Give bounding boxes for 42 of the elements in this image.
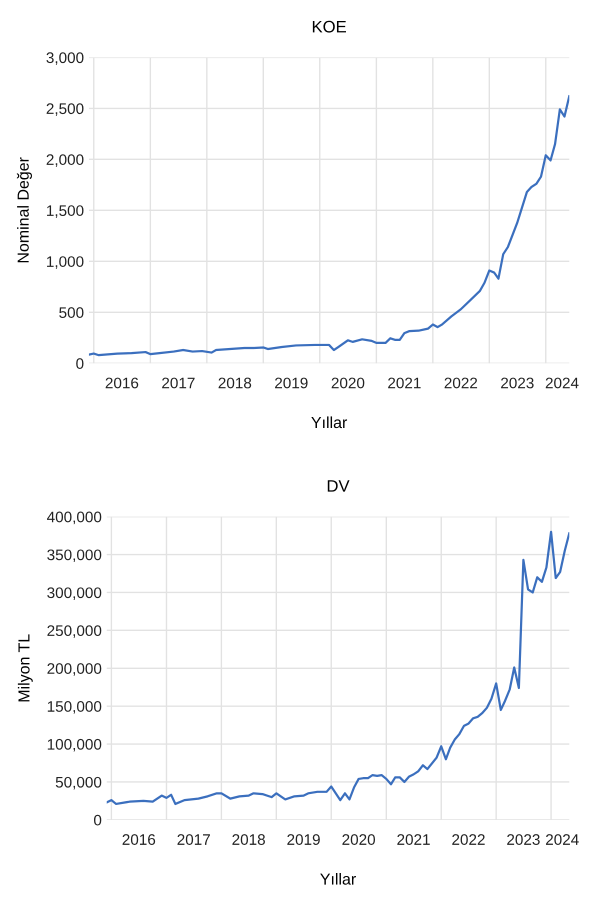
y-tick-label: 100,000 — [48, 738, 102, 752]
x-tick-label: 2021 — [388, 378, 421, 388]
x-tick-label: 2018 — [232, 834, 265, 845]
x-tick-label: 2024 — [546, 378, 579, 388]
chart-title: KOE — [312, 20, 346, 33]
x-tick-label: 2019 — [287, 834, 320, 845]
y-tick-label: 200,000 — [47, 663, 102, 676]
x-tick-label: 2020 — [332, 378, 364, 388]
y-axis-title: Nominal Değer — [16, 157, 32, 262]
x-tick-label: 2019 — [275, 378, 308, 388]
x-tick-label: 2020 — [342, 834, 376, 845]
x-tick-label: 2016 — [122, 834, 156, 845]
x-tick-label: 2023 — [507, 834, 540, 845]
y-tick-label: 1,500 — [47, 205, 84, 218]
y-tick-label: 2,000 — [46, 154, 84, 167]
x-tick-label: 2021 — [397, 834, 430, 845]
y-axis-title: Milyon TL — [18, 634, 33, 702]
x-tick-label: 2017 — [162, 378, 195, 388]
y-tick-label: 300,000 — [47, 587, 102, 600]
line-series — [88, 95, 570, 356]
y-tick-label: 0 — [76, 358, 84, 369]
y-tick-label: 250,000 — [47, 625, 102, 638]
y-tick-label: 500 — [59, 307, 84, 318]
x-tick-label: 2022 — [444, 378, 478, 388]
x-tick-label: 2022 — [452, 834, 485, 845]
y-tick-label: 0 — [94, 814, 102, 826]
x-tick-label: 2017 — [177, 834, 210, 845]
y-tick-label: 2,500 — [46, 103, 84, 116]
x-axis-title: Yıllar — [311, 416, 348, 428]
y-tick-label: 3,000 — [46, 52, 84, 65]
x-tick-label: 2024 — [546, 834, 579, 845]
line-series — [106, 530, 570, 806]
chart-title: DV — [328, 480, 350, 492]
y-tick-label: 50,000 — [56, 776, 102, 790]
x-axis-title: Yıllar — [320, 872, 356, 885]
y-tick-label: 150,000 — [48, 701, 102, 714]
x-tick-label: 2016 — [106, 378, 138, 388]
x-tick-label: 2023 — [501, 378, 534, 388]
y-tick-label: 350,000 — [47, 549, 102, 562]
y-tick-label: 1,000 — [47, 256, 84, 269]
y-tick-label: 400,000 — [47, 512, 102, 524]
x-tick-label: 2018 — [218, 378, 252, 388]
